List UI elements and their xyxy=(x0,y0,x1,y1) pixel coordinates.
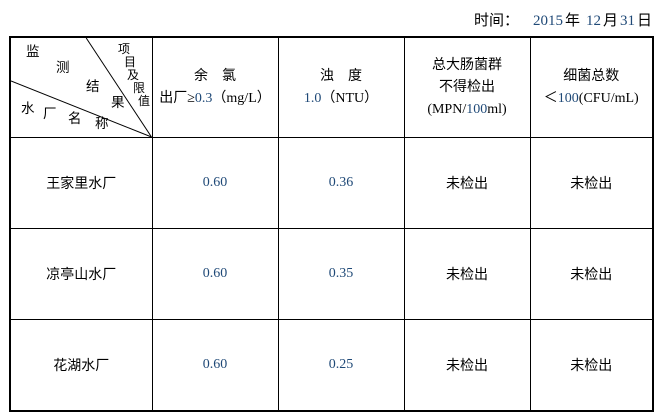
turbidity-title: 浊 度 xyxy=(320,68,362,84)
corner-plant-char: 水 xyxy=(21,101,35,116)
corner-item-char: 项 xyxy=(118,42,131,56)
chlorine-limit: 出厂≥0.3（mg/L） xyxy=(159,90,271,106)
day-unit: 日 xyxy=(636,13,652,29)
turbidity-limit: 1.0（NTU） xyxy=(303,90,379,106)
month-value: 12 xyxy=(585,13,601,29)
corner-item-char: 目 xyxy=(124,55,137,69)
chlorine-value-cell: 0.60 xyxy=(151,228,279,320)
plant-name-cell: 凉亭山水厂 xyxy=(9,228,153,320)
year-unit: 年 xyxy=(564,13,580,29)
header-cell-chlorine: 余 氯 出厂≥0.3（mg/L） xyxy=(151,36,279,138)
diagonal-divider-lines xyxy=(11,38,151,137)
year-value: 2015 xyxy=(532,13,563,29)
turbidity-value-cell: 0.25 xyxy=(277,319,405,412)
coliform-unit: (MPN/100ml) xyxy=(427,101,507,117)
bacteria-result-cell: 未检出 xyxy=(529,319,654,412)
corner-header-cell: 监 测 结 果 项 目 及 限 值 水 厂 名 称 xyxy=(9,36,153,138)
time-label: 时间： xyxy=(473,13,519,29)
water-quality-table: 监 测 结 果 项 目 及 限 值 水 厂 名 称 余 氯 出厂≥0.3（mg/… xyxy=(9,36,654,412)
bacteria-title: 细菌总数 xyxy=(563,68,620,84)
coliform-title: 总大肠菌群 xyxy=(432,57,502,73)
chlorine-value-cell: 0.60 xyxy=(151,137,279,229)
corner-item-char: 及 xyxy=(127,68,140,82)
report-date-line: 时间： 2015 年 12 月 31 日 xyxy=(474,9,652,30)
corner-plant-char: 称 xyxy=(95,116,109,131)
table-header-row: 监 测 结 果 项 目 及 限 值 水 厂 名 称 余 氯 出厂≥0.3（mg/… xyxy=(9,36,654,138)
day-value: 31 xyxy=(619,13,635,29)
plant-name-cell: 王家里水厂 xyxy=(9,137,153,229)
chlorine-value-cell: 0.60 xyxy=(151,319,279,412)
table-row: 花湖水厂 0.60 0.25 未检出 未检出 xyxy=(9,319,654,412)
turbidity-value-cell: 0.35 xyxy=(277,228,405,320)
corner-item-char: 限 xyxy=(133,81,146,95)
coliform-result-cell: 未检出 xyxy=(403,319,531,412)
plant-name-cell: 花湖水厂 xyxy=(9,319,153,412)
corner-monitoring-char: 监 xyxy=(26,44,40,59)
corner-monitoring-char: 测 xyxy=(56,60,70,75)
corner-monitoring-char: 果 xyxy=(111,95,125,110)
turbidity-value-cell: 0.36 xyxy=(277,137,405,229)
month-unit: 月 xyxy=(602,13,618,29)
bacteria-limit: ＜100(CFU/mL) xyxy=(543,90,639,106)
header-cell-coliform: 总大肠菌群 不得检出 (MPN/100ml) xyxy=(403,36,531,138)
corner-plant-char: 名 xyxy=(68,111,82,126)
coliform-limit: 不得检出 xyxy=(439,79,495,95)
table-row: 凉亭山水厂 0.60 0.35 未检出 未检出 xyxy=(9,228,654,320)
corner-monitoring-char: 结 xyxy=(86,79,100,94)
header-cell-bacteria: 细菌总数 ＜100(CFU/mL) xyxy=(529,36,654,138)
bacteria-result-cell: 未检出 xyxy=(529,228,654,320)
bacteria-result-cell: 未检出 xyxy=(529,137,654,229)
table-row: 王家里水厂 0.60 0.36 未检出 未检出 xyxy=(9,137,654,229)
corner-item-char: 值 xyxy=(138,94,151,108)
coliform-result-cell: 未检出 xyxy=(403,137,531,229)
corner-plant-char: 厂 xyxy=(43,106,57,121)
coliform-result-cell: 未检出 xyxy=(403,228,531,320)
chlorine-title: 余 氯 xyxy=(194,68,236,84)
header-cell-turbidity: 浊 度 1.0（NTU） xyxy=(277,36,405,138)
